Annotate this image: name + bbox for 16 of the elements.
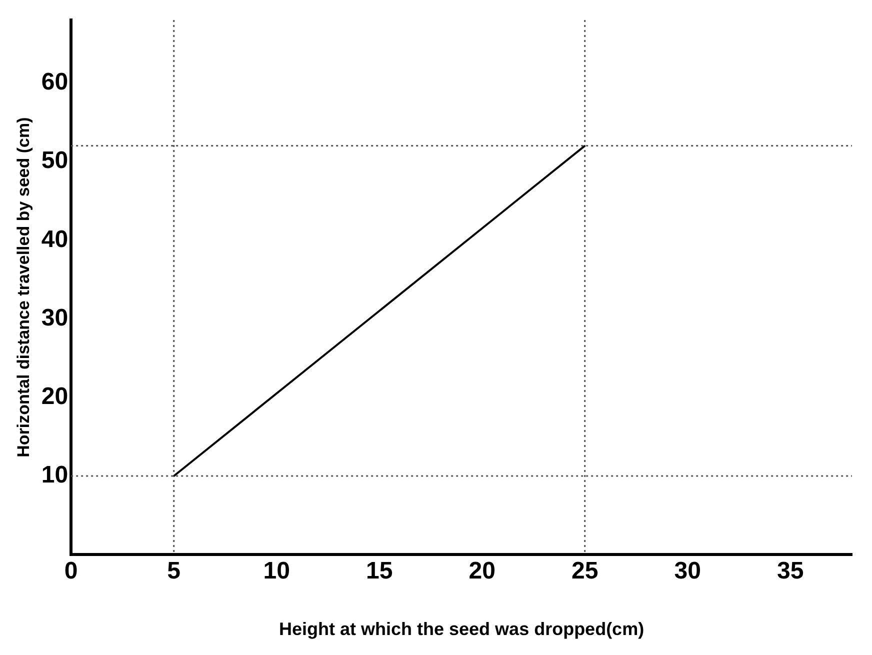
y-tick-label: 60 — [41, 68, 68, 96]
x-tick-label: 30 — [674, 558, 701, 585]
y-tick-label: 40 — [41, 226, 68, 253]
x-tick-label: 0 — [64, 558, 78, 585]
x-tick-label: 15 — [366, 558, 393, 585]
x-tick-label: 10 — [263, 558, 290, 585]
x-tick-label: 5 — [167, 558, 181, 585]
y-axis-title: Horizontal distance travelled by seed (cm) — [14, 117, 33, 458]
x-axis-title: Height at which the seed was dropped(cm) — [279, 619, 644, 640]
y-tick-label: 30 — [41, 304, 68, 332]
x-tick-label: 25 — [571, 558, 598, 585]
x-tick-label: 35 — [777, 558, 804, 585]
y-tick-label: 50 — [41, 147, 68, 174]
y-tick-label: 10 — [41, 462, 68, 489]
y-tick-label: 20 — [41, 382, 68, 410]
x-tick-label: 20 — [468, 558, 496, 585]
